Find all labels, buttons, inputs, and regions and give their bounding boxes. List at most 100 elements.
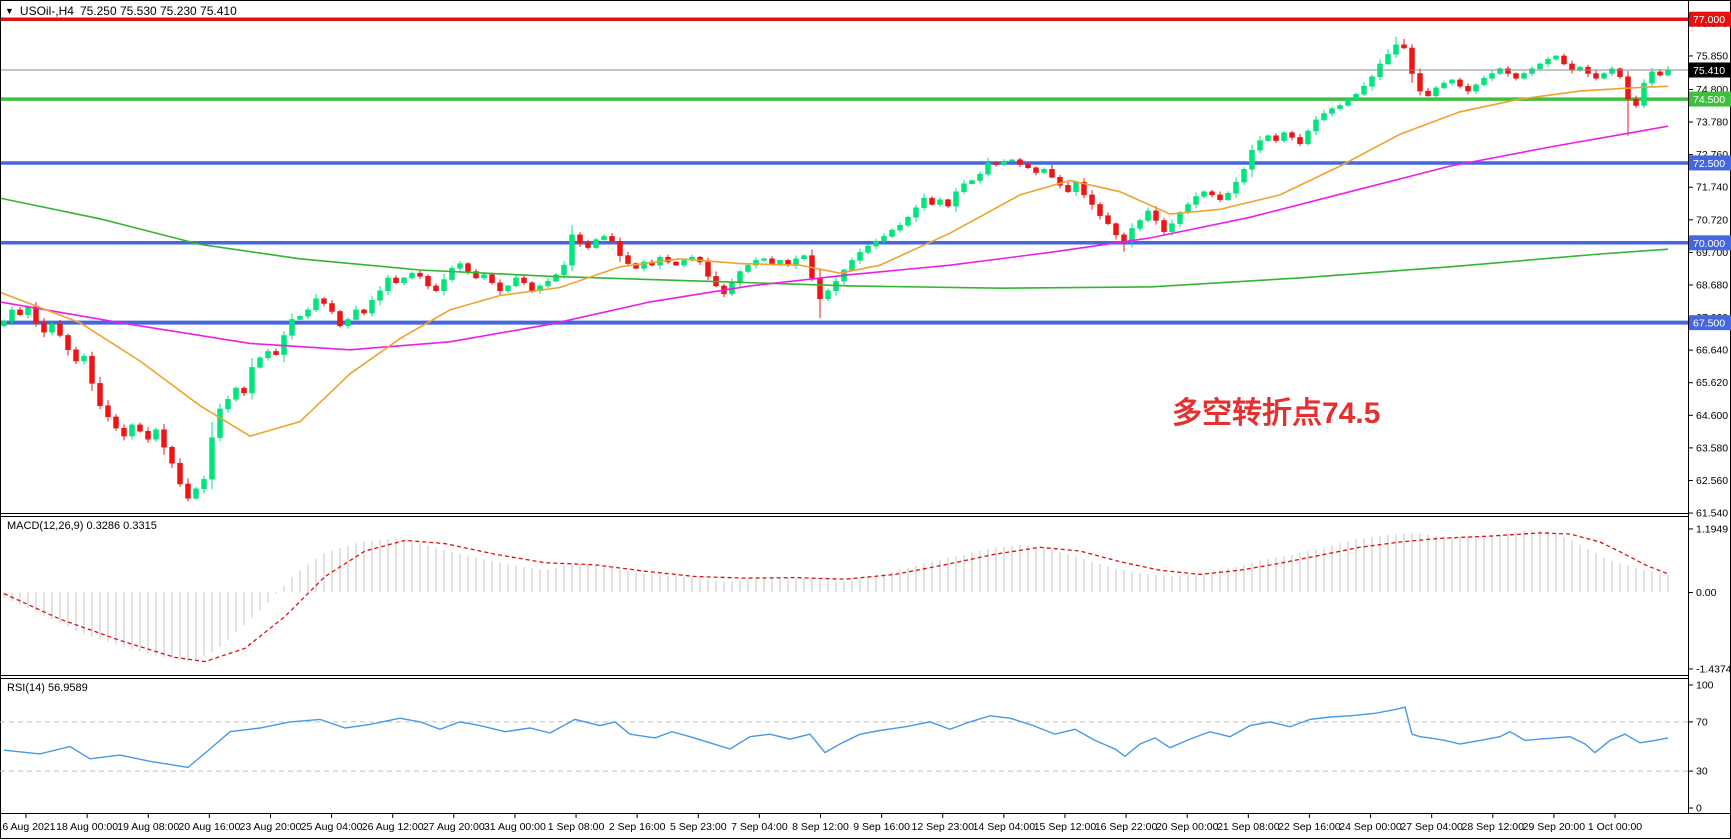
candle [737, 271, 743, 283]
candle [265, 351, 271, 359]
candle [761, 258, 767, 261]
candle [273, 351, 279, 355]
candle [609, 236, 615, 242]
candle [49, 324, 55, 333]
time-tick-label: 21 Sep 08:00 [1217, 821, 1280, 833]
candle [1017, 159, 1023, 165]
candle [897, 224, 903, 231]
candle [489, 274, 495, 283]
candle [521, 277, 527, 283]
candle [1353, 94, 1359, 100]
time-tick-label: 27 Sep 04:00 [1400, 821, 1463, 833]
candle [1345, 98, 1351, 106]
candle [1193, 196, 1199, 205]
candle [1481, 78, 1487, 85]
candle [1185, 204, 1191, 213]
candle [241, 387, 247, 394]
candle [1305, 130, 1311, 145]
candle [353, 309, 359, 320]
macd-signal-line [3, 532, 1669, 663]
time-tick-label: 20 Aug 16:00 [178, 821, 240, 833]
time-tick-label: 23 Aug 20:00 [240, 821, 302, 833]
candle [217, 408, 223, 438]
candle [497, 282, 503, 291]
candle [1105, 215, 1111, 224]
candle [1417, 73, 1423, 92]
candle [929, 197, 935, 205]
candle [177, 462, 183, 485]
candle [1641, 82, 1647, 106]
candle [1457, 79, 1463, 87]
candle [1473, 84, 1479, 92]
macd-scale-label: -1.4374 [1696, 663, 1731, 675]
candle [1225, 193, 1231, 200]
time-tick-label: 29 Sep 20:00 [1523, 821, 1586, 833]
candle [945, 199, 951, 207]
candle [1009, 159, 1015, 162]
candle [1057, 177, 1063, 186]
candle [385, 277, 391, 291]
price-axis[interactable] [1689, 0, 1731, 813]
candle [81, 355, 87, 362]
macd-scale-label: 1.1949 [1696, 523, 1728, 535]
candle [1265, 135, 1271, 141]
price-tick-label: 71.740 [1696, 182, 1728, 194]
candle [1049, 169, 1055, 178]
rsi-scale-label: 0 [1696, 803, 1702, 815]
candle [1521, 73, 1527, 79]
candle [361, 309, 367, 314]
candle [1081, 181, 1087, 196]
candle [1169, 223, 1175, 232]
candle [73, 349, 79, 362]
time-tick-label: 7 Sep 04:00 [731, 821, 788, 833]
price-level-badge-label: 77.000 [1693, 14, 1725, 26]
price-tick-label: 73.780 [1696, 117, 1728, 129]
candle [225, 399, 231, 410]
candle [17, 309, 23, 315]
candle [401, 277, 407, 283]
candle [873, 240, 879, 247]
candle [801, 255, 807, 260]
candle [625, 255, 631, 264]
price-level-badge-label: 67.500 [1693, 318, 1725, 330]
candle [449, 268, 455, 280]
candle [209, 437, 215, 480]
candle [577, 234, 583, 244]
candle [1553, 55, 1559, 60]
time-axis[interactable] [0, 814, 1731, 840]
candle [1497, 68, 1503, 74]
price-tick-label: 63.580 [1696, 442, 1728, 454]
candle [441, 279, 447, 291]
candle [153, 429, 159, 440]
candle [393, 277, 399, 283]
candle [921, 197, 927, 208]
rsi-scale-label: 70 [1696, 716, 1708, 728]
candle [345, 319, 351, 327]
candle [777, 260, 783, 264]
candle [97, 383, 103, 406]
candle [1393, 44, 1399, 55]
candle [1617, 68, 1623, 77]
candle [1313, 119, 1319, 132]
candle [1153, 210, 1159, 221]
macd-indicator-label: MACD(12,26,9) 0.3286 0.3315 [7, 520, 157, 532]
candle [321, 298, 327, 304]
candle [1361, 86, 1367, 95]
candle [1217, 194, 1223, 200]
time-tick-label: 22 Sep 16:00 [1278, 821, 1341, 833]
candle [825, 290, 831, 299]
chart-title: ▼ USOil-,H4 75.250 75.530 75.230 75.410 [5, 4, 237, 18]
time-tick-label: 19 Aug 08:00 [117, 821, 179, 833]
symbol-dropdown-icon[interactable]: ▼ [5, 6, 14, 16]
candle [1649, 71, 1655, 84]
candle [1201, 191, 1207, 197]
candle [57, 324, 63, 336]
candle [569, 234, 575, 266]
rsi-line [3, 706, 1669, 769]
candle [561, 264, 567, 275]
candle [1033, 167, 1039, 173]
candle [1321, 113, 1327, 121]
candle [1161, 220, 1167, 232]
